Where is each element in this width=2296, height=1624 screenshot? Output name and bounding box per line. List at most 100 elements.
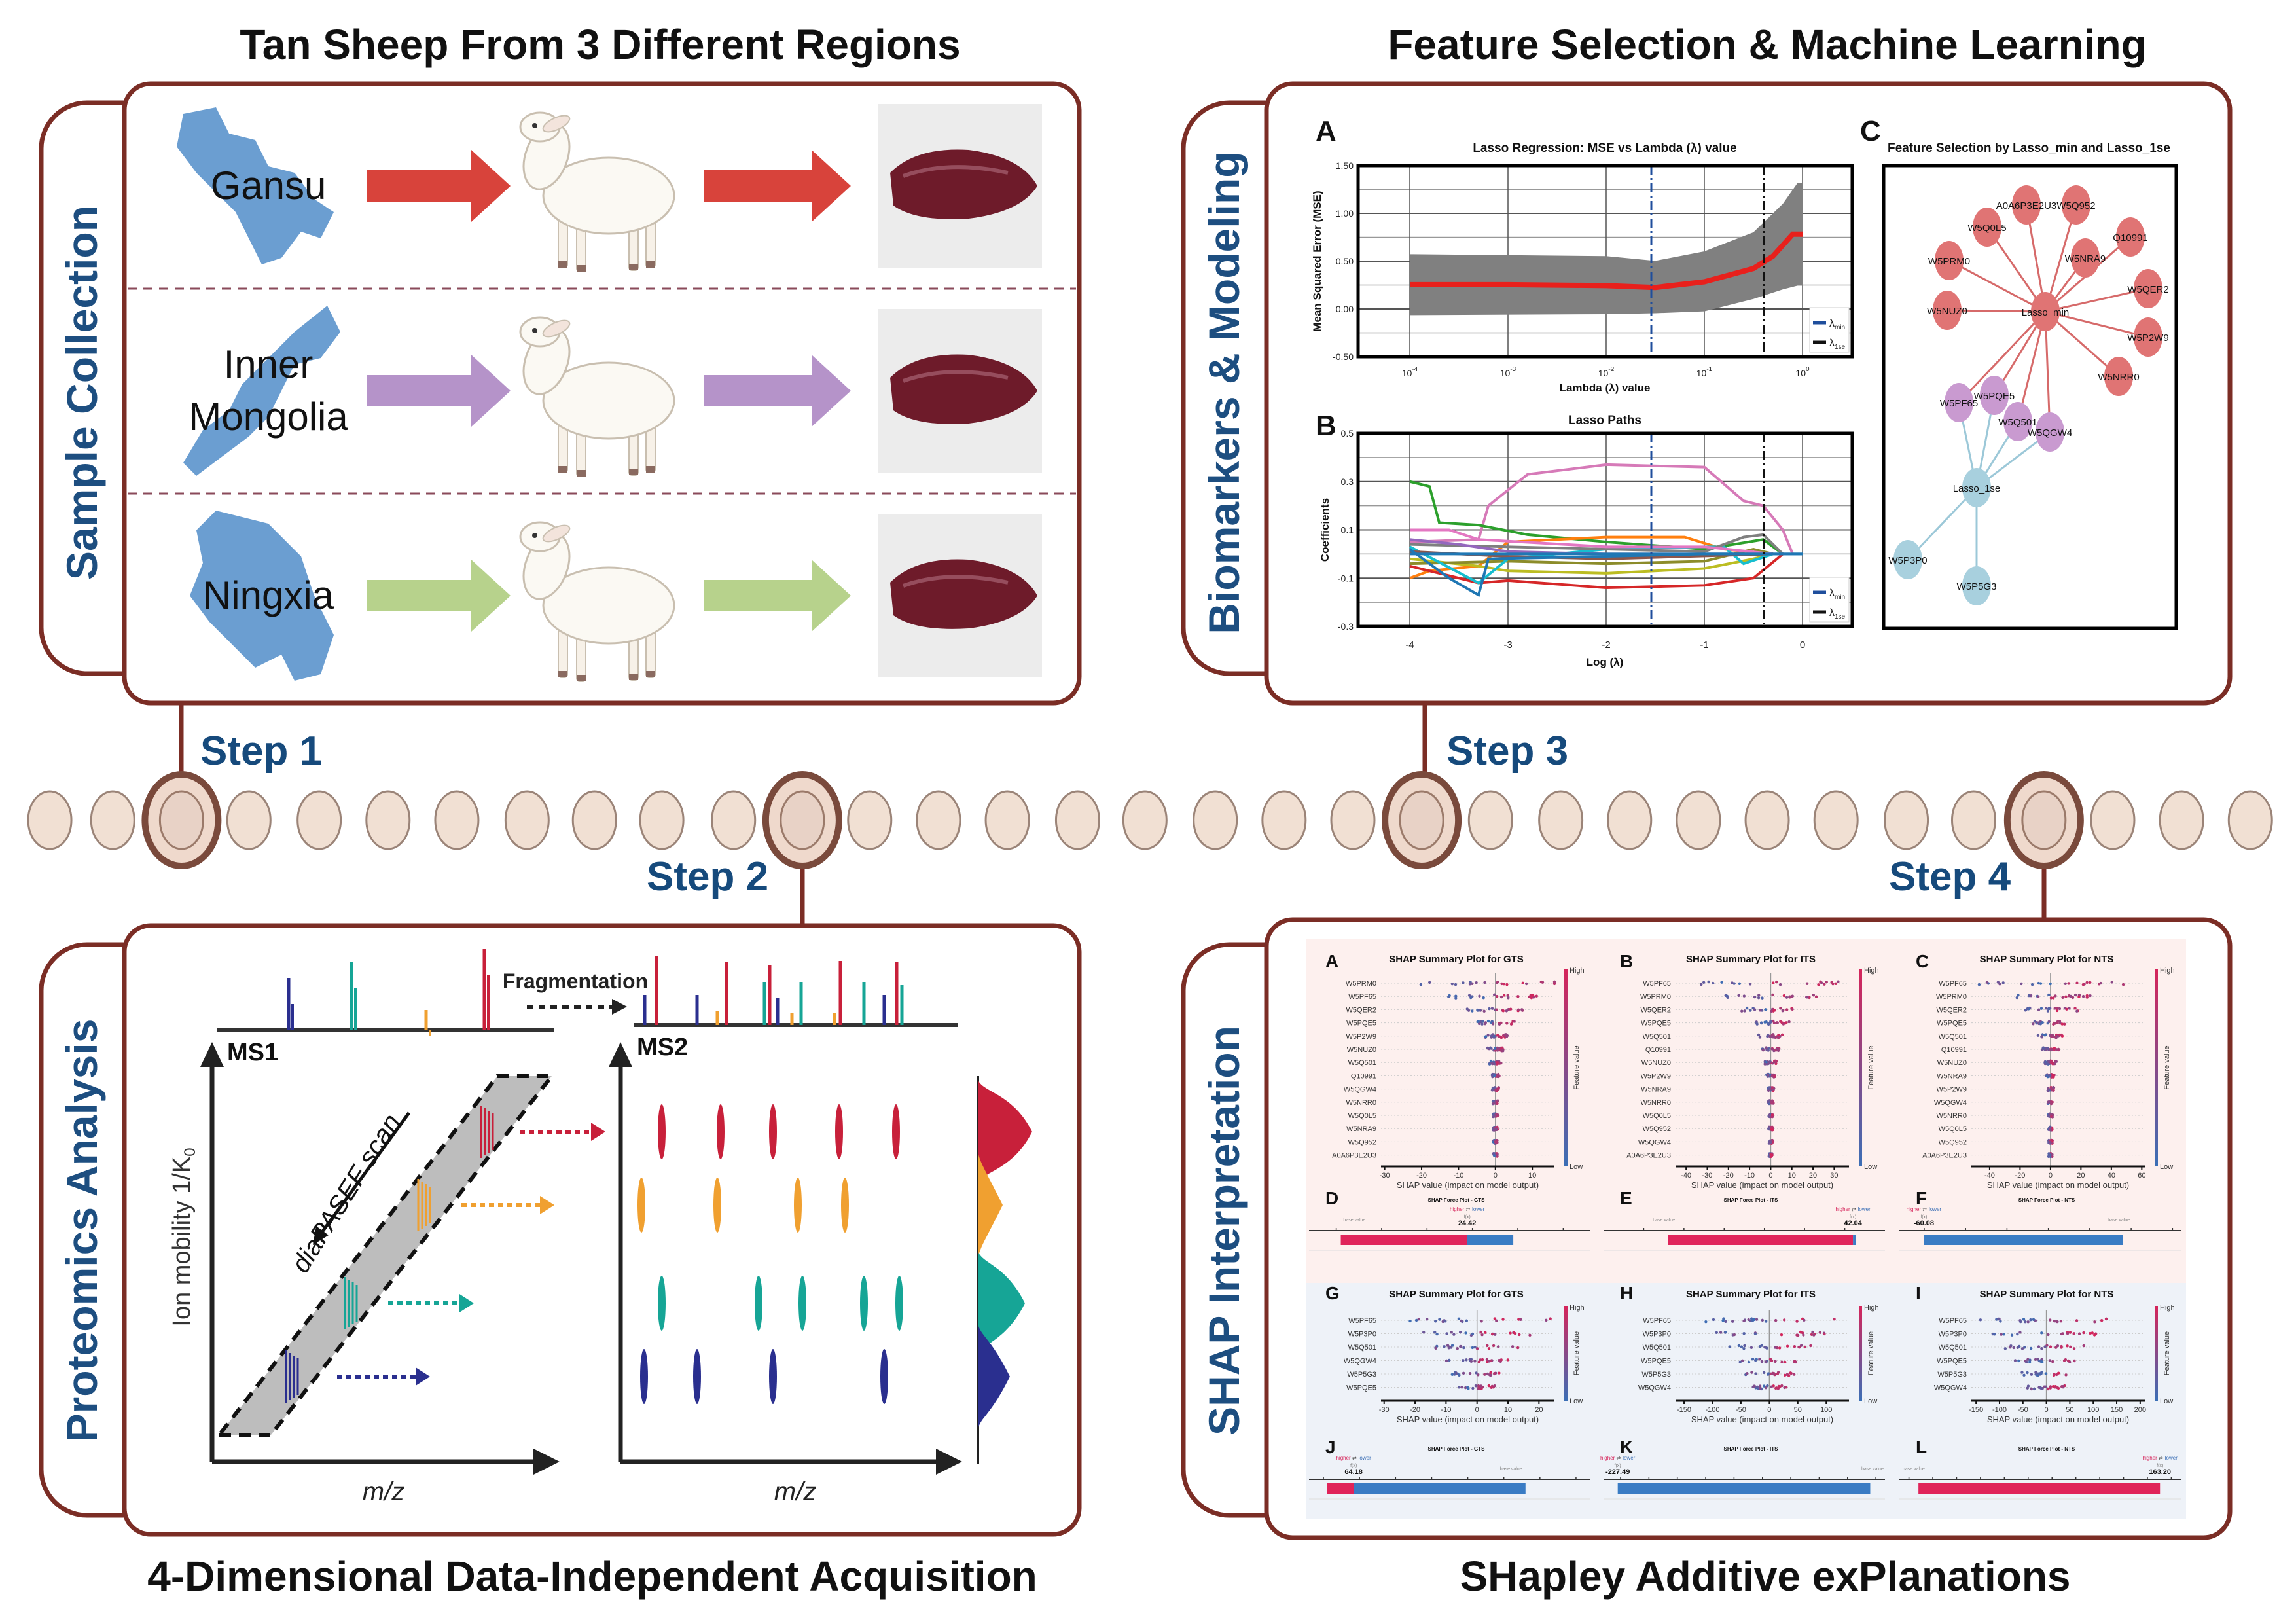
title-feature-selection: Feature Selection & Machine Learning <box>1388 21 2146 68</box>
feature-value-colorbar <box>1859 1306 1862 1401</box>
shap-dot <box>2034 1358 2037 1362</box>
edge-lasso-min <box>2045 310 2149 338</box>
force-negative-bar <box>1467 1235 1514 1245</box>
node-label: W5P3P0 <box>1888 555 1927 566</box>
node-circle <box>1962 566 1991 605</box>
shap-dot <box>2062 1359 2066 1362</box>
fragment-ion <box>880 1349 888 1404</box>
shap-dot <box>1471 1346 1475 1350</box>
node-circle <box>2134 269 2162 308</box>
feature-label: W5PQE5 <box>1346 1020 1376 1028</box>
shap-dot <box>1740 1009 1744 1013</box>
coefficient-path <box>1409 480 1784 555</box>
shap-dot <box>1792 1373 1796 1376</box>
colorbar-high-label: High <box>1864 967 1879 975</box>
timeline-dot <box>639 790 685 850</box>
shap-dot <box>2029 994 2033 998</box>
shap-dot <box>2036 1372 2040 1375</box>
shap-dot <box>2053 1048 2056 1051</box>
x-tick-label: -30 <box>1380 1172 1390 1180</box>
mobilogram-peak <box>978 1251 1025 1356</box>
force-positive-bar <box>1668 1235 1854 1245</box>
shap-force-k: K SHAP Force Plot - ITS higher ⇄ lower f(x)-… <box>1600 1437 1885 1500</box>
shap-dot <box>2049 1128 2053 1132</box>
mobilogram-peak <box>978 1153 1003 1257</box>
force-negative-bar <box>1617 1483 1871 1494</box>
shap-dot <box>2058 1033 2062 1037</box>
title-dia-acquisition: 4-Dimensional Data-Independent Acquisiti… <box>147 1553 1037 1600</box>
shap-dot <box>2040 1347 2043 1350</box>
x-tick-label: -150 <box>1969 1406 1983 1414</box>
timeline-dot <box>1676 790 1721 850</box>
feature-label: W5P5G3 <box>1937 1371 1967 1379</box>
timeline-dot <box>365 790 411 850</box>
shap-dot <box>1486 1034 1490 1037</box>
shap-dot <box>1434 1346 1437 1350</box>
shap-dot <box>2026 1371 2029 1375</box>
shap-dot <box>1811 1330 1814 1334</box>
shap-dot <box>1751 1358 1755 1361</box>
shap-dot <box>2046 1021 2050 1025</box>
shap-dot <box>1491 1022 1495 1026</box>
shap-dot <box>2048 1074 2051 1077</box>
shap-dot <box>1414 1318 1418 1322</box>
y-tick-label: -0.1 <box>1338 573 1354 583</box>
shap-dot <box>1760 1360 1764 1363</box>
shap-dot <box>1746 1372 1749 1375</box>
node-label: W5Q952 <box>2056 200 2095 211</box>
shap-dot <box>2039 1372 2043 1376</box>
node-label: W5QER2 <box>2127 284 2168 295</box>
shap-dot <box>2064 1373 2068 1377</box>
shap-dot <box>2081 994 2085 998</box>
shap-dot <box>1475 1347 1479 1350</box>
shap-dot <box>2020 1347 2024 1350</box>
shap-dot <box>1465 1007 1469 1011</box>
shap-dot <box>1465 1358 1468 1362</box>
shap-dot <box>2002 1333 2005 1336</box>
shap-dot <box>1997 1317 2000 1321</box>
x-tick-label: 10-3 <box>1500 366 1516 378</box>
colorbar-title: Feature value <box>1867 1331 1875 1375</box>
title-shap: SHapley Additive exPlanations <box>1460 1553 2070 1600</box>
x-tick-label: 10-4 <box>1402 366 1418 378</box>
shap-dot <box>1770 1385 1773 1388</box>
timeline-dot <box>1607 790 1653 850</box>
edge-lasso-min <box>2045 310 2119 378</box>
shap-dot <box>1539 980 1543 984</box>
shap-dot <box>1831 982 1835 986</box>
x-tick-label: 0 <box>1475 1406 1479 1414</box>
fx-value: 42.04 <box>1844 1219 1862 1227</box>
colorbar-high-label: High <box>1864 1304 1879 1312</box>
shap-dot <box>1787 1020 1791 1024</box>
timeline-dot <box>226 790 272 850</box>
shap-dot <box>2085 981 2089 984</box>
sheep-icon <box>519 111 675 272</box>
shap-dot <box>1492 1344 1496 1348</box>
base-value-label: base value <box>1653 1218 1675 1223</box>
arrow-right-icon <box>533 1449 560 1475</box>
y-tick-label: 0.00 <box>1336 304 1354 314</box>
panel-letter: A <box>1325 951 1338 971</box>
lasso-mse-title: Lasso Regression: MSE vs Lambda (λ) valu… <box>1473 141 1736 155</box>
shap-dot <box>1450 982 1454 986</box>
shap-dot <box>1493 1114 1497 1117</box>
shap-dot <box>1704 1320 1708 1324</box>
shap-dot <box>2089 981 2092 984</box>
shap-dot <box>1496 1345 1500 1348</box>
feature-label: W5PQE5 <box>1937 1020 1967 1028</box>
legend-subscript: min <box>1835 324 1845 331</box>
shap-dot <box>1499 995 1503 999</box>
region-name: Gansu <box>211 164 327 208</box>
panel-letter: G <box>1325 1283 1340 1303</box>
shap-dot <box>2066 1332 2070 1335</box>
node-circle <box>1973 208 2001 247</box>
fragment-ion <box>658 1104 666 1159</box>
fx-value: 24.42 <box>1458 1219 1477 1227</box>
node-label: W5NUZ0 <box>1927 306 1967 317</box>
shap-dot <box>2069 994 2073 998</box>
shap-dot <box>1516 994 1520 998</box>
shap-dot <box>1770 1009 1773 1013</box>
timeline-step-inner <box>1399 790 1444 850</box>
shap-dot <box>1446 1344 1450 1347</box>
